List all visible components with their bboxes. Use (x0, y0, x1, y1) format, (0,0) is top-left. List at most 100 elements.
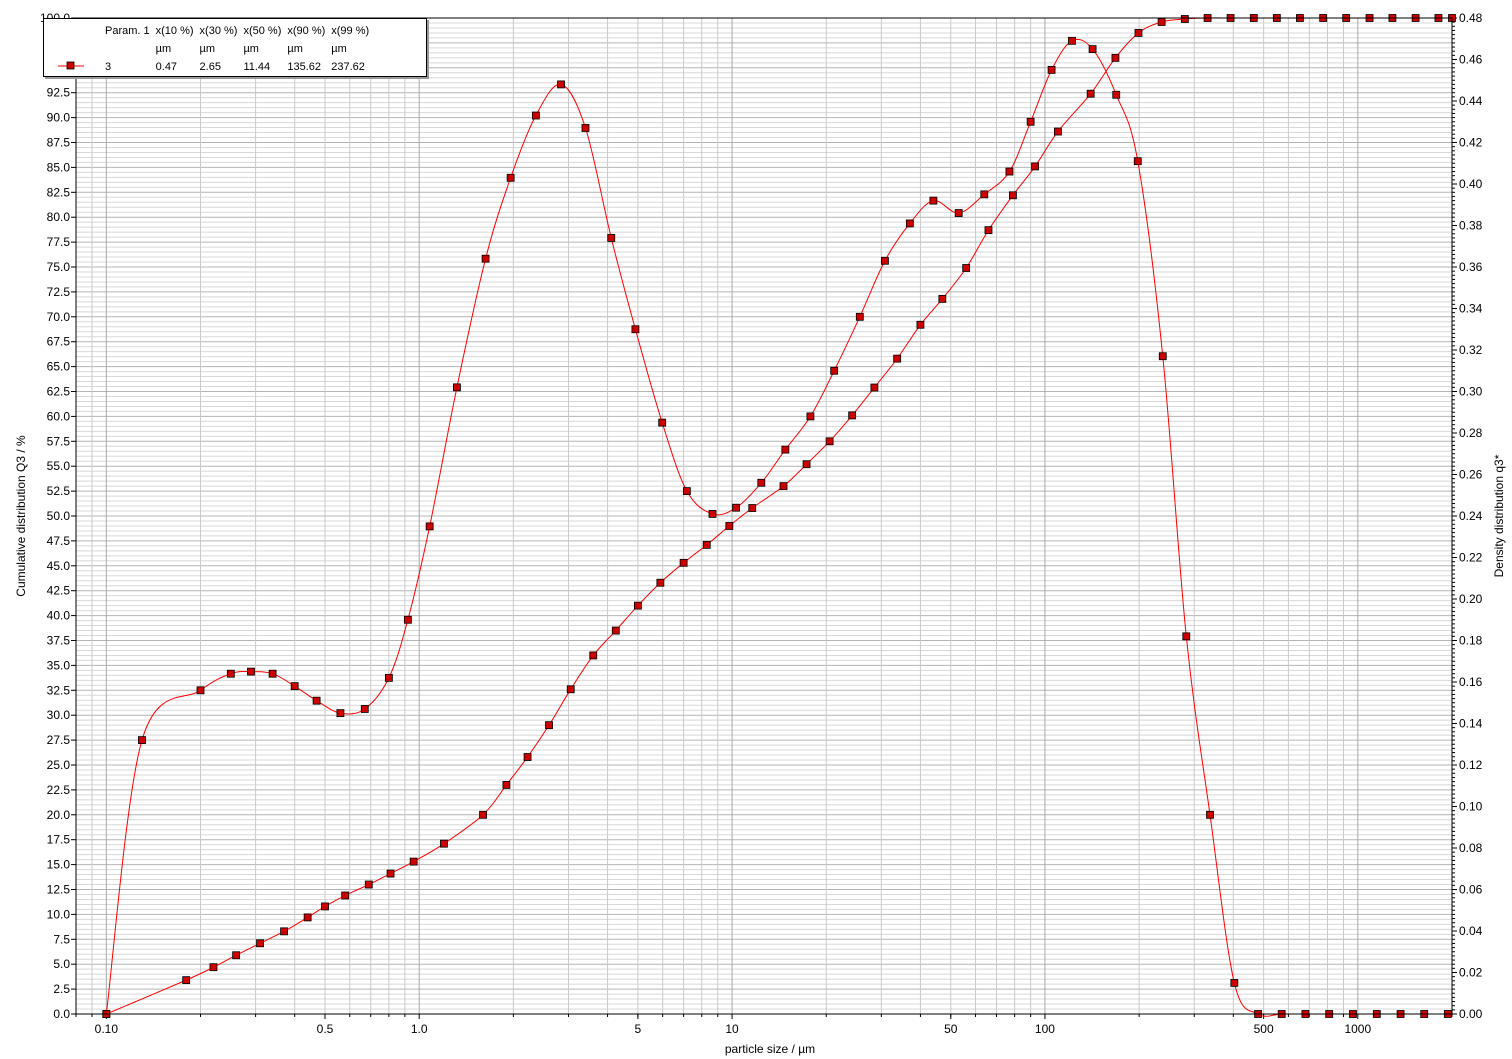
x-tick-label: 50 (944, 1022, 958, 1036)
density-point (268, 669, 277, 678)
density-point (1158, 352, 1167, 361)
y-right-tick-label: 0.28 (1459, 426, 1483, 440)
y-right-tick-label: 0.48 (1459, 11, 1483, 25)
y-left-tick-label: 47.5 (47, 534, 71, 548)
cumulative-point (589, 651, 598, 660)
y-right-tick-label: 0.04 (1459, 924, 1483, 938)
x-tick-label: 5 (635, 1022, 642, 1036)
y-left-tick-label: 85.0 (47, 160, 71, 174)
cumulative-point (280, 927, 289, 936)
cumulative-point (364, 880, 373, 889)
cumulative-point (938, 294, 947, 303)
legend-unit-cell: µm (243, 43, 259, 55)
legend-value-cell: 237.62 (331, 61, 365, 73)
legend-unit-cell: µm (199, 43, 216, 55)
density-point (607, 234, 616, 242)
cumulative-point (341, 891, 350, 900)
x-tick-label: 100 (1035, 1022, 1055, 1036)
y-left-tick-label: 35.0 (47, 658, 71, 672)
y-right-axis-title: Density distribution q3* (1492, 454, 1506, 577)
legend: Param. 1 x(10 %) x(30 %) x(50 %) x(90 %)… (43, 18, 427, 77)
y-left-tick-label: 52.5 (47, 484, 71, 498)
y-left-tick-label: 67.5 (47, 335, 71, 349)
y-right-tick-label: 0.42 (1459, 136, 1483, 150)
density-point (830, 366, 839, 375)
y-right-tick-label: 0.12 (1459, 758, 1483, 772)
cumulative-point (656, 578, 665, 587)
density-point (1005, 167, 1014, 176)
y-right-tick-label: 0.06 (1459, 883, 1483, 897)
cumulative-point (748, 504, 757, 512)
density-point (1047, 65, 1056, 74)
density-point (757, 478, 766, 487)
cumulative-point (848, 411, 857, 420)
y-left-tick-label: 75.0 (47, 260, 71, 274)
density-point (954, 209, 963, 217)
density-point (196, 686, 205, 695)
density-point (1206, 810, 1214, 819)
y-right-tick-label: 0.38 (1459, 219, 1483, 233)
x-tick-label: 0.5 (317, 1022, 334, 1036)
cumulative-point (1157, 18, 1166, 26)
density-point (360, 705, 369, 713)
y-left-tick-label: 10.0 (47, 907, 71, 921)
y-left-tick-label: 80.0 (47, 210, 71, 224)
legend-unit-cell (102, 40, 153, 58)
y-right-tick-label: 0.22 (1459, 551, 1483, 565)
y-left-tick-label: 20.0 (47, 808, 71, 822)
density-point (1133, 157, 1142, 166)
density-point (855, 312, 864, 321)
density-point (384, 673, 393, 682)
cumulative-point (802, 460, 811, 469)
y-left-tick-label: 82.5 (47, 185, 71, 199)
y-left-tick-label: 90.0 (47, 111, 71, 125)
density-point (403, 615, 412, 624)
density-point (781, 445, 790, 454)
y-left-axis-title: Cumulative distribution Q3 / % (14, 435, 28, 597)
y-left-tick-label: 62.5 (47, 385, 71, 399)
cumulative-point (386, 869, 395, 878)
y-left-tick-label: 30.0 (47, 708, 71, 722)
density-point (531, 111, 540, 120)
cumulative-point (633, 601, 642, 610)
legend-unit-cell: µm (331, 43, 347, 55)
density-point (557, 80, 565, 89)
y-left-tick-label: 12.5 (47, 883, 71, 897)
density-point (881, 256, 889, 265)
legend-header-cell: x(50 %) (243, 25, 282, 37)
cumulative-point (321, 902, 329, 911)
density-point (631, 325, 640, 334)
density-point (1068, 36, 1076, 45)
density-point (658, 418, 667, 427)
cumulative-point (679, 558, 688, 567)
density-point (1182, 632, 1191, 641)
y-right-tick-label: 0.14 (1459, 717, 1483, 731)
cumulative-point (523, 753, 532, 761)
x-tick-label: 500 (1254, 1022, 1274, 1036)
cumulative-point (182, 976, 191, 985)
y-left-tick-label: 7.5 (53, 932, 70, 946)
cumulative-point (1134, 29, 1143, 37)
cumulative-point (1180, 15, 1189, 23)
density-point (226, 669, 235, 678)
y-right-tick-label: 0.32 (1459, 343, 1483, 357)
density-point (732, 503, 740, 512)
cumulative-point (1111, 53, 1120, 62)
y-left-tick-label: 72.5 (47, 285, 71, 299)
y-left-axis-ticks: 0.0 2.5 5.0 7.5 10.0 12.5 15.0 17.5 20.0 22.5 25.0… (40, 11, 76, 1021)
legend-unit-cell: µm (287, 43, 303, 55)
cumulative-point (545, 721, 553, 730)
legend-value-cell: 3 (105, 61, 112, 73)
legend-value-cell: 2.65 (199, 61, 221, 73)
cumulative-point (779, 482, 788, 491)
cumulative-point (893, 354, 902, 363)
density-point (980, 190, 989, 199)
density-point (1230, 978, 1239, 987)
y-left-tick-label: 22.5 (47, 783, 71, 797)
grid-lines (75, 17, 1453, 1015)
y-right-tick-label: 0.02 (1459, 966, 1483, 980)
x-tick-label: 1000 (1344, 1022, 1371, 1036)
y-right-tick-label: 0.34 (1459, 302, 1483, 316)
cumulative-point (1086, 89, 1095, 98)
